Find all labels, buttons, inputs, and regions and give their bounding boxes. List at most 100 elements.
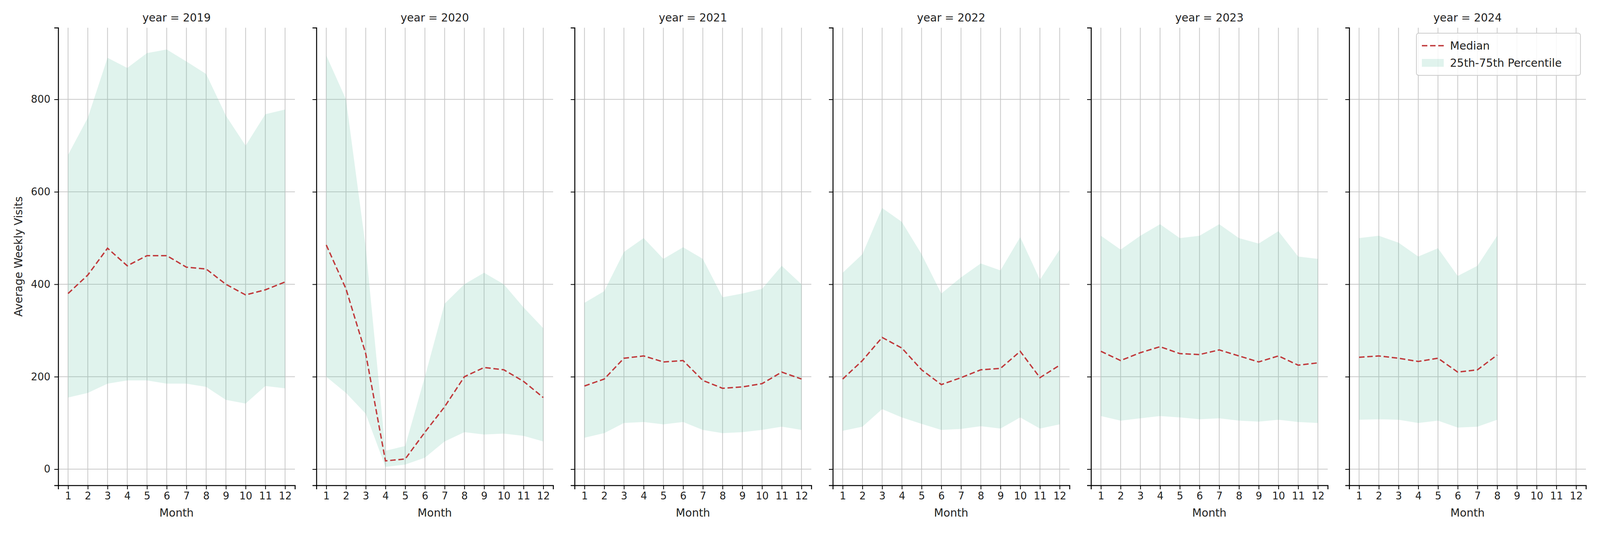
x-tick-mark xyxy=(1179,485,1181,490)
percentile-band xyxy=(842,208,1060,432)
x-tick-mark xyxy=(1238,485,1240,490)
x-tick-mark xyxy=(1536,485,1538,490)
x-tick: 5 xyxy=(1176,485,1184,502)
x-tick-mark xyxy=(1019,485,1021,490)
x-tick: 11 xyxy=(1550,485,1563,502)
x-tick-label: 6 xyxy=(163,490,171,502)
x-tick-mark xyxy=(464,485,465,490)
y-tick-mark xyxy=(828,376,833,378)
y-tick-mark xyxy=(54,376,59,378)
grid-line xyxy=(385,27,386,486)
x-tick-label: 8 xyxy=(1235,490,1243,502)
grid-line xyxy=(1349,469,1586,470)
plot-area xyxy=(1358,235,1498,428)
x-tick-label: 12 xyxy=(795,490,809,502)
x-tick-label: 7 xyxy=(957,490,965,502)
x-tick-mark xyxy=(1496,485,1498,490)
y-axis-line xyxy=(312,28,317,486)
x-tick-mark xyxy=(1140,485,1142,490)
x-axis-line xyxy=(58,485,296,490)
x-tick-label: 1 xyxy=(1097,490,1105,502)
median-line xyxy=(67,248,286,296)
x-tick-mark xyxy=(1258,485,1260,490)
y-tick-mark xyxy=(570,284,575,286)
y-tick xyxy=(1345,191,1350,193)
x-axis: 123456789101112 xyxy=(316,485,554,502)
x-tick-label: 2 xyxy=(601,490,608,502)
x-tick: 4 xyxy=(382,485,390,502)
legend-swatch xyxy=(1421,58,1444,67)
x-tick: 3 xyxy=(1395,485,1402,502)
x-tick: 7 xyxy=(1216,485,1223,502)
x-tick-label: 3 xyxy=(362,490,370,502)
panel: 123456789101112year = 2022Month xyxy=(828,11,1070,520)
x-tick-label: 11 xyxy=(258,490,272,502)
grid-line xyxy=(1091,98,1328,100)
x-tick-label: 6 xyxy=(1196,490,1204,502)
x-axis-title: Month xyxy=(1192,506,1227,520)
x-tick-label: 10 xyxy=(755,490,769,502)
x-tick: 8 xyxy=(461,485,468,502)
x-tick-label: 6 xyxy=(938,490,945,502)
x-tick-label: 4 xyxy=(1415,490,1422,502)
y-tick xyxy=(570,284,575,285)
x-tick: 2 xyxy=(859,485,867,502)
y-tick xyxy=(1345,376,1350,378)
x-tick-label: 11 xyxy=(1291,490,1305,502)
x-tick-mark xyxy=(265,485,267,490)
grid-line xyxy=(832,191,1070,193)
x-tick-label: 12 xyxy=(1569,490,1583,502)
x-tick: 6 xyxy=(1196,485,1204,502)
x-tick: 12 xyxy=(795,485,809,502)
grid xyxy=(1349,27,1586,486)
x-tick-mark xyxy=(1417,485,1419,490)
y-tick-mark xyxy=(570,376,575,378)
x-tick: 1 xyxy=(839,485,847,502)
y-tick-mark xyxy=(1087,99,1092,100)
x-tick-label: 4 xyxy=(1157,490,1164,502)
x-tick: 1 xyxy=(64,485,72,502)
x-tick-mark xyxy=(1556,485,1558,490)
x-tick: 7 xyxy=(699,485,707,502)
y-tick-mark xyxy=(828,191,833,193)
x-tick-label: 5 xyxy=(143,490,151,502)
x-tick-label: 5 xyxy=(660,490,667,502)
x-tick-label: 8 xyxy=(461,490,468,502)
y-tick xyxy=(312,376,317,378)
y-tick-mark xyxy=(312,469,317,470)
x-tick-mark xyxy=(146,485,148,490)
panel-title: year = 2024 xyxy=(1433,11,1502,25)
x-tick-label: 5 xyxy=(1434,490,1442,502)
x-tick-mark xyxy=(205,485,207,490)
y-axis xyxy=(1087,28,1092,486)
figure: 1234567891011120200400600800year = 2019M… xyxy=(0,0,1600,533)
y-tick-mark xyxy=(54,469,59,470)
x-tick-mark xyxy=(682,485,684,490)
x-tick: 3 xyxy=(620,485,628,502)
y-tick xyxy=(1345,99,1350,100)
panel-title: year = 2021 xyxy=(658,11,728,25)
grid-line xyxy=(574,98,812,100)
y-tick xyxy=(570,99,575,100)
grid-line xyxy=(832,98,1070,100)
x-tick: 6 xyxy=(163,485,171,502)
y-tick-mark xyxy=(570,99,575,100)
x-tick-mark xyxy=(1378,485,1380,490)
x-tick: 2 xyxy=(342,485,350,502)
y-tick-mark xyxy=(570,191,575,193)
x-tick-mark xyxy=(166,485,168,490)
x-tick: 4 xyxy=(1157,485,1164,502)
y-tick xyxy=(828,284,833,285)
y-tick xyxy=(570,469,575,470)
x-tick: 3 xyxy=(1137,485,1144,502)
x-axis-line xyxy=(316,485,554,490)
y-tick-mark xyxy=(312,376,317,378)
x-tick-mark xyxy=(862,485,863,490)
y-tick: 200 xyxy=(30,371,59,383)
x-tick-label: 12 xyxy=(1311,490,1325,502)
y-tick-label: 400 xyxy=(30,278,51,291)
x-tick-mark xyxy=(980,485,982,490)
x-tick-label: 8 xyxy=(203,490,210,502)
x-tick: 8 xyxy=(1235,485,1243,502)
y-tick-mark xyxy=(1087,284,1092,286)
